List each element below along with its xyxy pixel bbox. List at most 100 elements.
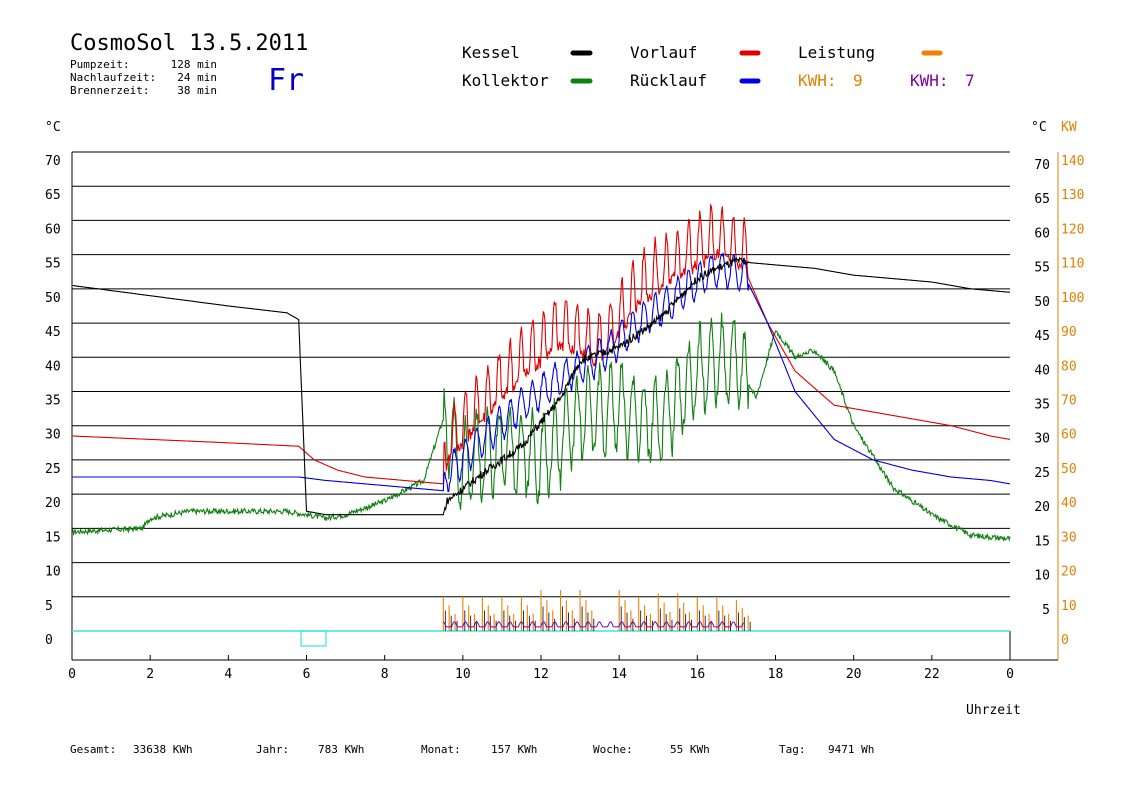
left-tick-10: 10 bbox=[45, 565, 61, 580]
left-tick-15: 15 bbox=[45, 530, 61, 545]
x-tick-2: 4 bbox=[224, 667, 232, 682]
right-kw-tick-60: 60 bbox=[1061, 428, 1077, 443]
left-tick-30: 30 bbox=[45, 428, 61, 443]
right-kw-tick-100: 100 bbox=[1061, 291, 1084, 306]
x-tick-12: 0 bbox=[1006, 667, 1014, 682]
right-kw-tick-40: 40 bbox=[1061, 496, 1077, 511]
right-celsius-tick-labels: 5 10 15 20 25 30 35 40 45 50 55 60 65 70 bbox=[1034, 158, 1050, 618]
right-c-tick-15: 15 bbox=[1034, 534, 1050, 549]
weekday-label: Fr bbox=[268, 63, 304, 98]
left-tick-25: 25 bbox=[45, 462, 61, 477]
right-c-tick-20: 20 bbox=[1034, 500, 1050, 515]
kwh-value-1: 9 bbox=[853, 71, 863, 90]
right-c-tick-55: 55 bbox=[1034, 261, 1050, 276]
x-tick-11: 22 bbox=[924, 667, 940, 682]
right-kw-tick-50: 50 bbox=[1061, 462, 1077, 477]
right-kw-tick-140: 140 bbox=[1061, 154, 1084, 169]
stat-nachlaufzeit-label: Nachlaufzeit: bbox=[70, 71, 156, 84]
right-kw-tick-80: 80 bbox=[1061, 359, 1077, 374]
left-tick-0: 0 bbox=[45, 633, 53, 648]
x-tick-10: 20 bbox=[846, 667, 862, 682]
kwh-value-2: 7 bbox=[965, 71, 975, 90]
right-c-tick-5: 5 bbox=[1042, 603, 1050, 618]
kwh-label-2: KWH: bbox=[910, 71, 949, 90]
left-tick-65: 65 bbox=[45, 188, 61, 203]
left-tick-70: 70 bbox=[45, 154, 61, 169]
right-kw-tick-130: 130 bbox=[1061, 188, 1084, 203]
chart-title: CosmoSol 13.5.2011 bbox=[70, 31, 308, 56]
right-c-tick-25: 25 bbox=[1034, 466, 1050, 481]
series-kollektor-line bbox=[71, 312, 1011, 543]
footer-monat-label: Monat: bbox=[421, 743, 461, 756]
x-tick-8: 16 bbox=[690, 667, 706, 682]
footer-jahr-label: Jahr: bbox=[256, 743, 289, 756]
stats-block: Pumpzeit: 128 min Nachlaufzeit: 24 min B… bbox=[70, 58, 217, 97]
left-axis-unit: °C bbox=[45, 120, 61, 135]
right-kw-tick-90: 90 bbox=[1061, 325, 1077, 340]
left-tick-55: 55 bbox=[45, 257, 61, 272]
series-kessel-line bbox=[71, 256, 1011, 516]
stat-brennerzeit-label: Brennerzeit: bbox=[70, 84, 149, 97]
legend-leistung-label: Leistung bbox=[798, 43, 875, 62]
right-kw-tick-10: 10 bbox=[1061, 599, 1077, 614]
footer-gesamt-label: Gesamt: bbox=[70, 743, 116, 756]
right-c-tick-40: 40 bbox=[1034, 363, 1050, 378]
footer-tag-label: Tag: bbox=[779, 743, 806, 756]
right-kw-tick-0: 0 bbox=[1061, 633, 1069, 648]
footer-monat-value: 157 KWh bbox=[491, 743, 537, 756]
x-tick-0: 0 bbox=[68, 667, 76, 682]
legend-kessel-label: Kessel bbox=[462, 43, 520, 62]
legend-kollektor-label: Kollektor bbox=[462, 71, 549, 90]
burner-marker bbox=[300, 630, 327, 647]
right-axis-unit-kw: KW bbox=[1061, 120, 1077, 135]
stat-pumpzeit-value: 128 min bbox=[171, 58, 217, 71]
x-tick-9: 18 bbox=[768, 667, 784, 682]
footer-jahr-value: 783 KWh bbox=[318, 743, 364, 756]
legend: Kessel Vorlauf Leistung Kollektor Rückla… bbox=[462, 43, 975, 90]
right-kw-tick-20: 20 bbox=[1061, 565, 1077, 580]
right-c-tick-35: 35 bbox=[1034, 398, 1050, 413]
stat-pumpzeit-label: Pumpzeit: bbox=[70, 58, 130, 71]
footer-tag-value: 9471 Wh bbox=[828, 743, 874, 756]
series-vorlauf-line bbox=[72, 203, 1011, 485]
right-kw-tick-120: 120 bbox=[1061, 222, 1084, 237]
leistung-baseline-line bbox=[442, 621, 744, 628]
left-tick-50: 50 bbox=[45, 291, 61, 306]
left-tick-5: 5 bbox=[45, 599, 53, 614]
series-group bbox=[71, 203, 1011, 631]
legend-ruecklauf-label: Rücklauf bbox=[630, 71, 707, 90]
right-kw-tick-110: 110 bbox=[1061, 257, 1084, 272]
x-axis-label: Uhrzeit bbox=[966, 703, 1021, 718]
footer-woche-value: 55 KWh bbox=[670, 743, 710, 756]
x-tick-7: 14 bbox=[611, 667, 627, 682]
right-kw-tick-70: 70 bbox=[1061, 394, 1077, 409]
left-tick-45: 45 bbox=[45, 325, 61, 340]
left-tick-40: 40 bbox=[45, 359, 61, 374]
kwh-label-1: KWH: bbox=[798, 71, 837, 90]
right-axis-unit: °C bbox=[1031, 120, 1047, 135]
right-c-tick-50: 50 bbox=[1034, 295, 1050, 310]
right-kw-tick-labels: 0 10 20 30 40 50 60 70 80 90 100 110 120 130 140 bbox=[1061, 154, 1084, 648]
right-c-tick-30: 30 bbox=[1034, 432, 1050, 447]
x-tick-1: 2 bbox=[146, 667, 154, 682]
legend-vorlauf-label: Vorlauf bbox=[630, 43, 697, 62]
footer-gesamt-value: 33638 KWh bbox=[133, 743, 193, 756]
right-kw-tick-30: 30 bbox=[1061, 530, 1077, 545]
right-c-tick-45: 45 bbox=[1034, 329, 1050, 344]
x-tick-4: 8 bbox=[381, 667, 389, 682]
footer-woche-label: Woche: bbox=[593, 743, 633, 756]
right-c-tick-60: 60 bbox=[1034, 226, 1050, 241]
series-ruecklauf-line bbox=[72, 252, 1011, 493]
x-tick-5: 10 bbox=[455, 667, 471, 682]
x-tick-labels: 0 2 4 6 8 10 12 14 16 18 20 22 0 bbox=[68, 667, 1014, 682]
stat-brennerzeit-value: 38 min bbox=[177, 84, 217, 97]
left-tick-labels: 0 5 10 15 20 25 30 35 40 45 50 55 60 65 70 bbox=[45, 154, 61, 648]
left-tick-35: 35 bbox=[45, 394, 61, 409]
right-c-tick-70: 70 bbox=[1034, 158, 1050, 173]
footer-totals: Gesamt: 33638 KWh Jahr: 783 KWh Monat: 1… bbox=[70, 743, 874, 756]
right-c-tick-65: 65 bbox=[1034, 192, 1050, 207]
x-tick-3: 6 bbox=[303, 667, 311, 682]
left-tick-20: 20 bbox=[45, 496, 61, 511]
stat-nachlaufzeit-value: 24 min bbox=[177, 71, 217, 84]
